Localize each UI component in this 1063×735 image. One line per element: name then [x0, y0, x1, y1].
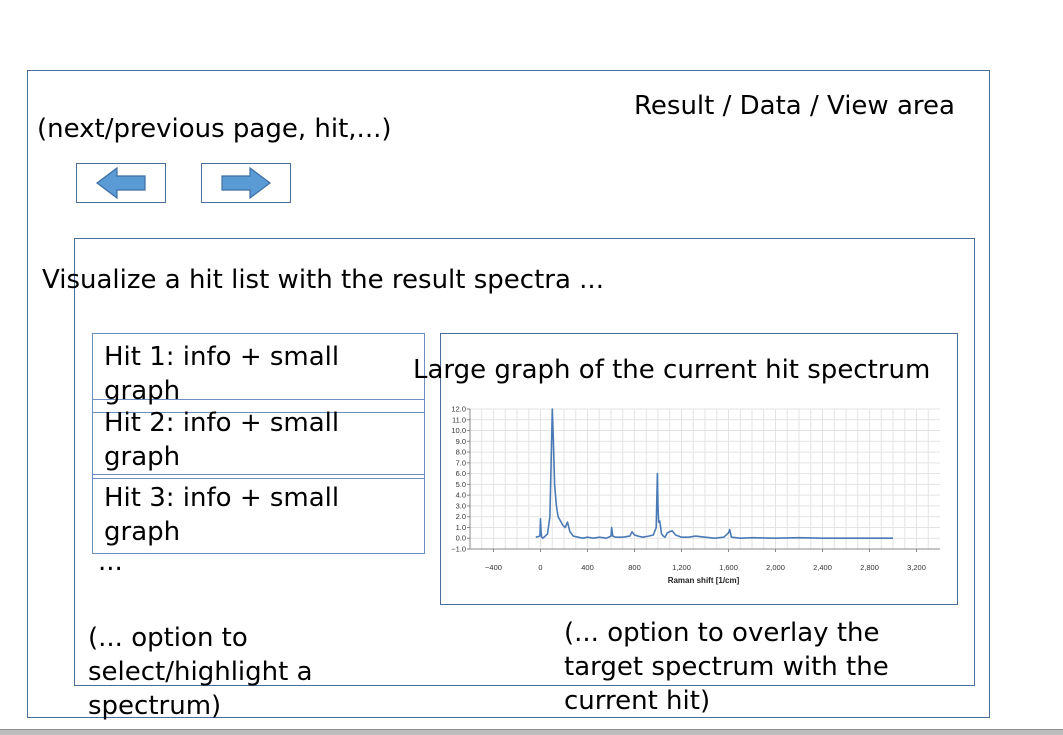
- x-tick-label: 2,400: [813, 563, 832, 572]
- result-area-title: Result / Data / View area: [634, 91, 955, 121]
- x-tick-label: 800: [628, 563, 641, 572]
- nav-hint: (next/previous page, hit,...): [37, 114, 392, 144]
- previous-button[interactable]: [76, 163, 166, 203]
- result-view-area: [27, 70, 990, 718]
- x-tick-label: −400: [485, 563, 502, 572]
- visualize-label: Visualize a hit list with the result spe…: [42, 265, 604, 295]
- hit-item-3[interactable]: [92, 474, 425, 554]
- bottom-bar: [0, 729, 1063, 735]
- y-tick-label: 1.0: [456, 523, 466, 532]
- x-tick-label: 400: [581, 563, 594, 572]
- option-overlay-note: (... option to overlay the target spectr…: [564, 618, 889, 716]
- x-tick-label: 2,000: [766, 563, 785, 572]
- x-tick-label: 1,600: [719, 563, 738, 572]
- arrow-left-icon: [96, 166, 146, 200]
- y-tick-label: 4.0: [456, 491, 466, 500]
- hit-list-ellipsis: ...: [98, 547, 123, 577]
- x-tick-label: 1,200: [672, 563, 691, 572]
- y-tick-label: 5.0: [456, 480, 466, 489]
- y-tick-label: 12.0: [451, 405, 466, 414]
- y-tick-label: 10.0: [451, 426, 466, 435]
- option-select-note: (... option to select/highlight a spectr…: [88, 623, 313, 721]
- y-tick-label: 0.0: [456, 534, 466, 543]
- y-tick-label: 11.0: [452, 415, 466, 424]
- y-tick-label: 7.0: [456, 458, 466, 467]
- y-tick-label: 6.0: [456, 469, 466, 478]
- y-tick-label: 9.0: [456, 437, 466, 446]
- hit-item-1-label: Hit 1: info + small graph: [104, 342, 340, 406]
- x-tick-label: 0: [538, 563, 542, 572]
- y-tick-label: 3.0: [456, 501, 466, 510]
- y-tick-label: 8.0: [456, 448, 466, 457]
- hit-item-2[interactable]: [92, 399, 425, 479]
- arrow-right-icon: [221, 166, 271, 200]
- next-button[interactable]: [201, 163, 291, 203]
- hit-list-area: [74, 238, 975, 686]
- y-tick-label: 2.0: [456, 512, 466, 521]
- large-graph-title: Large graph of the current hit spectrum: [413, 355, 931, 385]
- hit-item-1[interactable]: [92, 333, 425, 413]
- x-axis-label: Raman shift [1/cm]: [668, 576, 740, 585]
- spectrum-line: [535, 408, 893, 539]
- hit-item-3-label: Hit 3: info + small graph: [104, 483, 340, 547]
- y-tick-label: −1.0: [451, 545, 466, 554]
- x-tick-label: 3,200: [907, 563, 926, 572]
- x-tick-label: 2,800: [860, 563, 879, 572]
- spectrum-chart: −1.0 0.0 1.0 2.0 3.04.0 5.0 6.0 7.08.0 9.0 10.0 11…: [451, 405, 940, 585]
- hit-item-2-label: Hit 2: info + small graph: [104, 408, 340, 472]
- large-graph-frame: [440, 333, 958, 605]
